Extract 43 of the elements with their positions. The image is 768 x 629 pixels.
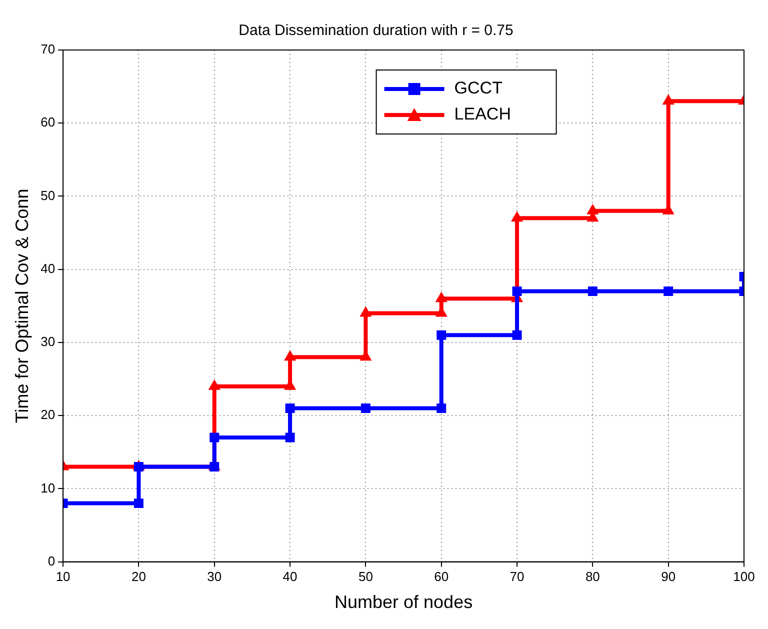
y-tick-label: 10	[40, 480, 56, 496]
x-tick-label: 10	[56, 569, 70, 584]
x-tick-label: 40	[282, 569, 298, 584]
point	[208, 380, 220, 390]
point	[285, 432, 295, 442]
point	[210, 432, 220, 442]
y-tick-label: 50	[40, 188, 56, 203]
point	[512, 330, 522, 340]
point	[512, 286, 522, 296]
x-axis-title: Number of nodes	[334, 592, 473, 612]
x-tick-label: 70	[510, 569, 524, 584]
point	[511, 212, 523, 222]
legend-label: LEACH	[454, 104, 511, 124]
y-tick-label: 70	[40, 42, 56, 57]
y-tick-label: 30	[40, 334, 56, 350]
chart-title: Data Dissemination duration with r = 0.75	[238, 22, 514, 40]
x-tick-label: 100	[733, 569, 755, 584]
point	[664, 286, 674, 296]
y-tick-label: 40	[40, 260, 56, 276]
point	[586, 204, 598, 214]
point	[360, 306, 372, 317]
x-tick-label: 20	[131, 569, 146, 584]
point	[436, 330, 446, 340]
point	[436, 404, 446, 414]
y-tick-label: 60	[40, 114, 56, 130]
x-tick-label: 60	[434, 569, 449, 584]
point	[285, 404, 295, 414]
x-tick-label: 30	[207, 569, 222, 584]
point	[134, 462, 144, 472]
y-axis-title: Time for Optimal Cov & Conn	[12, 188, 32, 424]
point	[210, 462, 220, 472]
legend-label: GCCT	[454, 78, 502, 98]
point	[284, 350, 296, 361]
y-tick-label: 0	[48, 553, 56, 568]
x-tick-label: 90	[661, 569, 676, 584]
x-tick-label: 50	[358, 569, 373, 584]
point	[662, 94, 674, 105]
point	[436, 292, 448, 302]
x-tick-label: 80	[585, 569, 600, 584]
y-tick-label: 20	[40, 407, 56, 422]
point	[134, 498, 144, 508]
point	[588, 286, 598, 296]
point	[360, 404, 370, 414]
